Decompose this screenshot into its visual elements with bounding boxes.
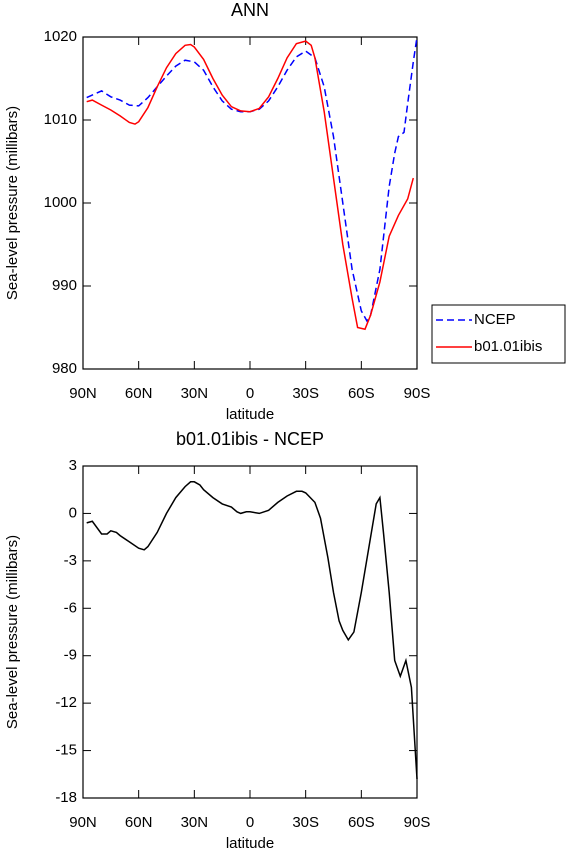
y-tick-label: 990 (52, 277, 77, 294)
y-tick-label: 3 (69, 457, 77, 474)
y-tick-label: -12 (55, 694, 77, 711)
plot-frame (82, 465, 418, 799)
y-tick-label: -3 (64, 552, 77, 569)
y-tick-label: -15 (55, 742, 77, 759)
x-tick-label: 90N (69, 385, 97, 402)
legend-box (431, 304, 566, 364)
y-tick-label: 1010 (44, 111, 77, 128)
y-tick-label: 0 (69, 504, 77, 521)
x-tick-label: 90S (404, 385, 431, 402)
x-tick-label: 30S (292, 385, 319, 402)
y-tick-label: -9 (64, 647, 77, 664)
y-tick-label: -6 (64, 599, 77, 616)
x-tick-label: 0 (246, 385, 254, 402)
x-tick-label: 60N (125, 385, 153, 402)
x-tick-label: 30N (181, 385, 209, 402)
y-tick-label: -18 (55, 789, 77, 806)
chart-title: b01.01ibis - NCEP (176, 429, 324, 449)
data-line (86, 40, 415, 331)
x-tick-label: 60S (348, 385, 375, 402)
y-axis-label: Sea-level pressure (millibars) (4, 535, 21, 729)
plot-frame (82, 36, 418, 370)
x-tick-label: 30N (181, 814, 209, 831)
y-tick-label: 1000 (44, 194, 77, 211)
y-tick-label: 980 (52, 360, 77, 377)
x-tick-label: 60S (348, 814, 375, 831)
data-line (86, 481, 418, 780)
x-tick-label: 0 (246, 814, 254, 831)
chart-title: ANN (231, 0, 269, 20)
y-axis-label: Sea-level pressure (millibars) (4, 106, 21, 300)
x-axis-label: latitude (226, 835, 274, 852)
x-tick-label: 90N (69, 814, 97, 831)
legend-label: b01.01ibis (474, 338, 542, 355)
legend-label: NCEP (474, 311, 516, 328)
data-line (86, 36, 418, 323)
x-tick-label: 30S (292, 814, 319, 831)
x-tick-label: 90S (404, 814, 431, 831)
x-tick-label: 60N (125, 814, 153, 831)
y-tick-label: 1020 (44, 28, 77, 45)
x-axis-label: latitude (226, 406, 274, 423)
